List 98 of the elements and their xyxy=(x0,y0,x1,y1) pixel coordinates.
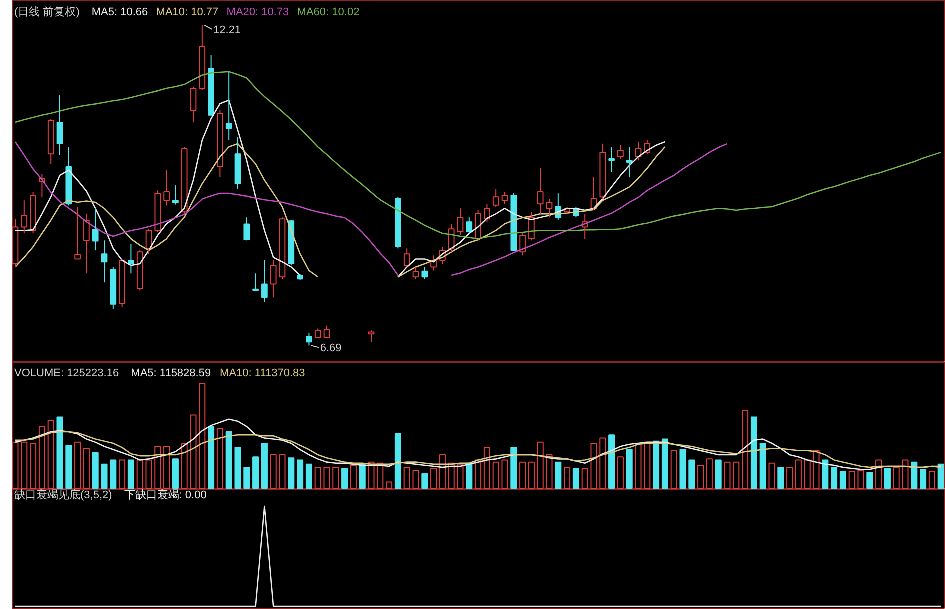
chart-title: VOLUME: 125223.16 xyxy=(14,368,120,380)
candlestick xyxy=(422,266,428,280)
chart-title: 缺口衰竭见底(3,5,2) xyxy=(14,488,112,502)
candlestick xyxy=(626,146,633,178)
candlestick xyxy=(21,200,28,234)
bar xyxy=(555,462,562,489)
candlestick xyxy=(537,168,544,215)
bar xyxy=(306,464,312,489)
candlestick xyxy=(66,146,72,206)
bar xyxy=(226,431,232,489)
candlestick xyxy=(172,185,179,206)
bar xyxy=(359,464,366,489)
candlestick xyxy=(234,137,242,190)
bar xyxy=(422,473,428,489)
bar xyxy=(938,464,944,489)
bar xyxy=(750,416,758,489)
bar xyxy=(252,456,260,489)
candlestick xyxy=(92,206,99,252)
text: 下缺口衰竭: 0.00 xyxy=(124,488,207,502)
candlestick xyxy=(457,208,464,236)
candlestick xyxy=(119,258,126,308)
candlestick xyxy=(164,170,170,206)
bar xyxy=(172,458,179,489)
bar xyxy=(101,464,108,489)
bar xyxy=(510,447,518,489)
bar xyxy=(840,471,846,489)
candlestick xyxy=(368,330,375,343)
bar xyxy=(110,460,117,489)
bar xyxy=(608,434,616,489)
bar xyxy=(822,460,829,489)
bar xyxy=(626,449,633,489)
candlestick xyxy=(270,260,277,298)
candlestick xyxy=(181,146,188,215)
bar xyxy=(66,445,72,489)
candlestick xyxy=(314,328,322,338)
bar xyxy=(920,469,927,489)
bar xyxy=(653,440,660,489)
candlestick xyxy=(324,325,330,338)
bar xyxy=(911,462,918,489)
bar xyxy=(760,442,766,489)
annotation: 6.69 xyxy=(320,342,342,355)
candlestick xyxy=(608,146,615,173)
candlestick xyxy=(404,248,410,268)
candlestick xyxy=(306,333,312,346)
candlestick xyxy=(128,244,134,274)
bar xyxy=(688,460,696,489)
text: MA5: 115828.59 xyxy=(131,368,212,380)
bar xyxy=(662,438,668,489)
chart-title: (日线 前复权) xyxy=(14,6,80,18)
text: MA10: 111370.83 xyxy=(220,368,306,380)
bar xyxy=(244,467,250,489)
bar xyxy=(288,458,295,489)
bar xyxy=(394,434,402,489)
candlestick xyxy=(217,110,224,178)
bar xyxy=(92,452,99,489)
candlestick xyxy=(502,191,508,205)
candlestick xyxy=(600,143,606,200)
candlestick xyxy=(262,260,268,303)
bar xyxy=(572,468,580,489)
bar xyxy=(128,460,134,489)
candlestick xyxy=(492,188,500,208)
candlestick xyxy=(466,217,473,234)
candlestick xyxy=(110,266,117,310)
bar xyxy=(342,468,348,489)
candlestick xyxy=(136,250,144,292)
text: MA20: 10.73 xyxy=(226,6,290,18)
candlestick xyxy=(30,191,36,234)
candlestick xyxy=(520,233,526,256)
text: MA10: 10.77 xyxy=(156,6,219,18)
text: MA5: 10.66 xyxy=(92,6,148,18)
bar xyxy=(261,442,268,489)
candlestick xyxy=(199,24,206,91)
candlestick xyxy=(279,217,286,280)
candlestick xyxy=(395,196,402,250)
bar xyxy=(466,462,473,489)
bar xyxy=(884,468,891,489)
bar xyxy=(56,416,64,489)
candlestick xyxy=(84,214,90,274)
candlestick xyxy=(618,145,624,160)
candlestick xyxy=(190,86,197,123)
candlestick xyxy=(154,190,162,232)
candlestick xyxy=(546,198,553,218)
bar xyxy=(297,460,304,489)
bar xyxy=(680,449,686,489)
bar xyxy=(234,447,242,489)
bar xyxy=(778,467,784,489)
candlestick xyxy=(226,72,232,141)
annotation: 12.21 xyxy=(214,24,242,36)
bar xyxy=(715,460,722,489)
candlestick xyxy=(101,240,108,284)
candlestick xyxy=(48,118,54,165)
bar xyxy=(208,426,215,489)
candlestick xyxy=(56,95,64,156)
candlestick xyxy=(412,266,420,280)
text: MA60: 10.02 xyxy=(297,6,360,18)
candlestick xyxy=(484,204,490,223)
bar xyxy=(866,472,874,489)
bar xyxy=(831,467,838,489)
